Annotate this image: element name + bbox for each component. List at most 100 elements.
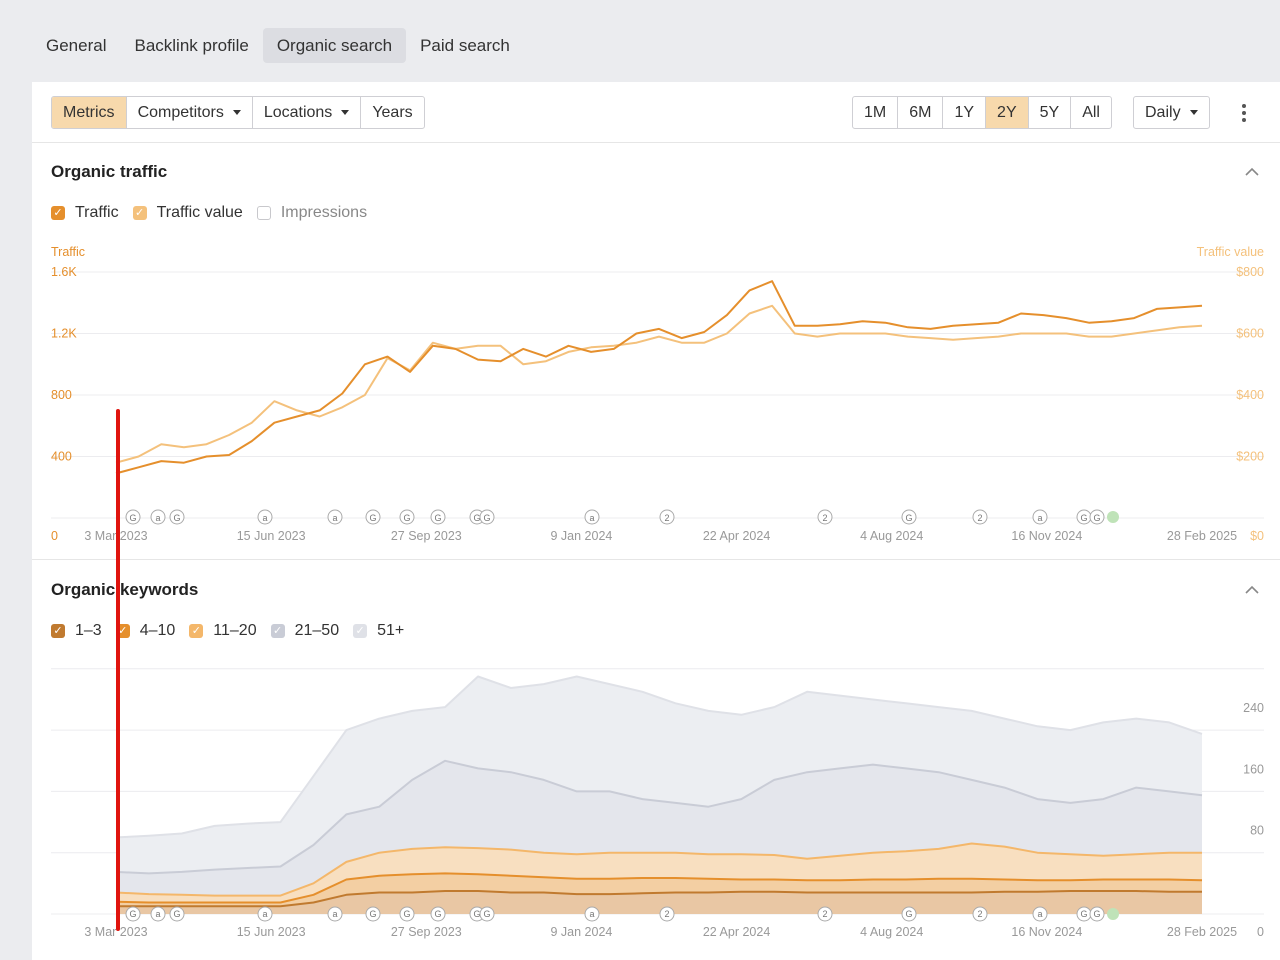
legend-pos-11-20[interactable]: ✓ 11–20 (189, 622, 257, 640)
event-marker-letter: G (905, 909, 912, 919)
event-marker-circle (169, 906, 185, 922)
tab-organic-search[interactable]: Organic search (262, 28, 407, 63)
range-6m-button[interactable]: 6M (898, 97, 944, 128)
y2-tick-label: $200 (1236, 450, 1264, 464)
event-marker: G (1076, 509, 1092, 525)
x-tick-label: 22 Apr 2024 (703, 925, 770, 939)
range-all-button[interactable]: All (1082, 104, 1100, 121)
event-marker: G (430, 509, 446, 525)
series-line-51- (115, 675, 1203, 839)
event-marker-dot (1107, 908, 1119, 920)
event-marker-letter: G (403, 513, 410, 523)
tab-paid-search[interactable]: Paid search (420, 36, 510, 55)
top-tabs: General Backlink profile Organic search … (32, 28, 524, 63)
event-marker: G (399, 906, 415, 922)
event-marker-letter: G (1093, 513, 1100, 523)
range-5y-button[interactable]: 5Y (1029, 97, 1072, 128)
y-tick-label: 160 (1243, 762, 1264, 776)
y-tick-label: 800 (51, 388, 72, 402)
years-button[interactable]: Years (372, 104, 413, 121)
x-tick-label: 3 Mar 2023 (84, 925, 147, 939)
event-marker: G (125, 509, 141, 525)
event-marker: G (169, 906, 185, 922)
more-options-icon[interactable] (1238, 102, 1250, 124)
event-marker: a (584, 906, 600, 922)
y2-tick-label: $800 (1236, 265, 1264, 279)
chevron-down-icon (341, 110, 350, 116)
event-marker-circle (365, 509, 381, 525)
event-marker: 2 (659, 906, 675, 922)
event-marker: G (479, 509, 495, 525)
event-marker-circle (659, 906, 675, 922)
competitors-dropdown[interactable]: Competitors (127, 97, 253, 128)
y-tick-label: 320 (1243, 652, 1264, 654)
metrics-button[interactable]: Metrics (52, 97, 127, 128)
y2-tick-label: $0 (1250, 529, 1264, 543)
checkbox-checked-icon: ✓ (51, 624, 65, 638)
event-marker-letter: G (369, 513, 376, 523)
y2-tick-label: $400 (1236, 388, 1264, 402)
range-2y-button[interactable]: 2Y (986, 97, 1029, 128)
section-divider (32, 559, 1280, 560)
series-area-1-3 (116, 891, 1202, 914)
organic-keywords-title: Organic keywords (51, 580, 199, 599)
view-selector: Metrics Competitors Locations Years (51, 96, 425, 129)
x-tick-label: 27 Sep 2023 (391, 925, 462, 939)
event-marker-circle (125, 509, 141, 525)
legend-pos-4-10[interactable]: ✓ 4–10 (115, 622, 175, 640)
event-marker: 2 (972, 509, 988, 525)
checkbox-checked-icon: ✓ (270, 624, 285, 638)
interval-dropdown[interactable]: Daily (1133, 96, 1210, 129)
event-marker: 2 (817, 906, 833, 922)
organic-keywords-chart[interactable]: 0 80 160 240 320 3 Mar 2023 15 Jun 2023 27 Sep … (32, 652, 1280, 952)
x-tick-label: 9 Jan 2024 (550, 925, 612, 939)
event-marker-circle (479, 509, 495, 525)
collapse-keywords-icon[interactable] (1245, 583, 1259, 597)
competitors-label: Competitors (137, 104, 224, 121)
series-line-1-3 (116, 890, 1202, 908)
event-marker-letter: G (905, 513, 912, 523)
event-marker-circle (257, 509, 273, 525)
y-tick-label: 0 (1257, 925, 1264, 939)
tab-backlink-profile[interactable]: Backlink profile (134, 36, 249, 55)
y-tick-label: 0 (51, 529, 58, 543)
series-line-21-50 (115, 759, 1203, 875)
event-marker-circle (399, 906, 415, 922)
range-selector: 1M 6M 1Y 2Y 5Y All (852, 96, 1112, 129)
locations-dropdown[interactable]: Locations (253, 97, 362, 128)
checkbox-unchecked-icon (256, 206, 271, 220)
event-marker-letter: G (1080, 909, 1087, 919)
checkbox-checked-icon: ✓ (132, 206, 147, 220)
range-1m-button[interactable]: 1M (853, 97, 899, 128)
range-1y-button[interactable]: 1Y (943, 97, 987, 128)
event-marker: G (399, 509, 415, 525)
main-panel: Metrics Competitors Locations Years 1M 6… (32, 82, 1280, 960)
x-tick-label: 9 Jan 2024 (550, 529, 612, 543)
tab-general[interactable]: General (46, 36, 107, 55)
event-marker-circle (125, 906, 141, 922)
interval-label: Daily (1145, 104, 1181, 121)
y-tick-label: 1.6K (51, 265, 77, 279)
event-marker-letter: G (173, 909, 180, 919)
event-marker-circle (399, 509, 415, 525)
event-marker: G (1076, 906, 1092, 922)
legend-label: 11–20 (213, 622, 257, 639)
event-marker-letter: G (434, 909, 441, 919)
event-marker: G (125, 906, 141, 922)
legend-impressions[interactable]: Impressions (256, 204, 367, 222)
legend-traffic[interactable]: ✓ Traffic (51, 204, 119, 222)
legend-pos-1-3[interactable]: ✓ 1–3 (51, 622, 102, 640)
event-marker: a (1032, 906, 1048, 922)
collapse-traffic-icon[interactable] (1245, 165, 1259, 179)
event-marker-letter: a (589, 909, 594, 919)
event-marker: a (150, 906, 166, 922)
organic-traffic-chart[interactable]: 0 $0 400 $200 800 $400 1.2K $600 1.6K $800 Traffic… (32, 240, 1280, 546)
legend-traffic-value[interactable]: ✓ Traffic value (132, 204, 243, 222)
legend-pos-21-50[interactable]: ✓ 21–50 (270, 622, 339, 640)
x-tick-label: 27 Sep 2023 (391, 529, 462, 543)
checkbox-checked-icon: ✓ (51, 206, 65, 220)
event-marker-letter: a (332, 513, 337, 523)
event-marker-circle (479, 906, 495, 922)
event-marker-circle (972, 906, 988, 922)
legend-pos-51-plus[interactable]: ✓ 51+ (353, 622, 404, 640)
